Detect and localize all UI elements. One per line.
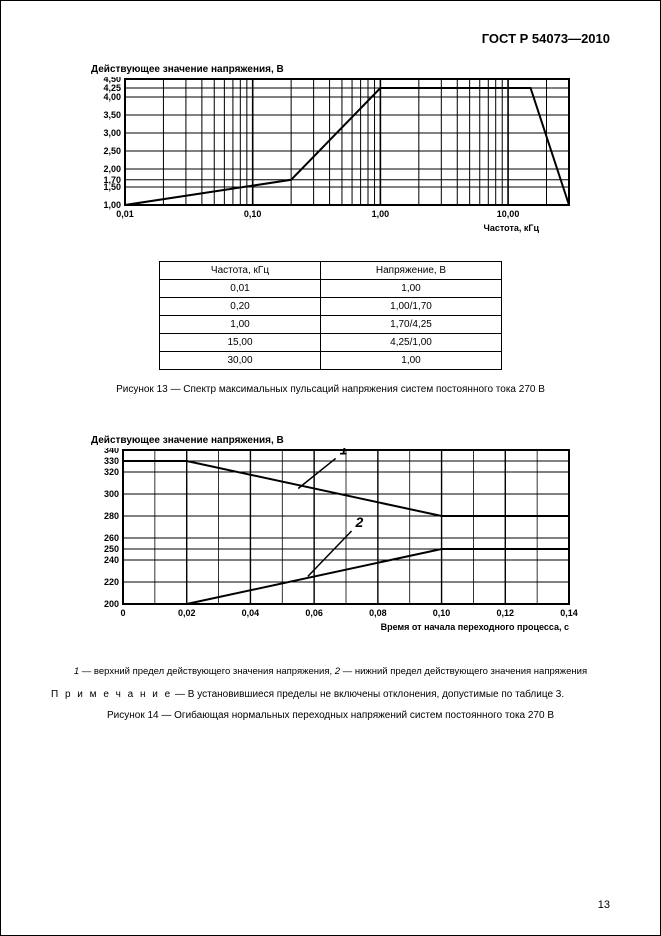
chart-14: 1 2 340330320 300 280 260250240 220 2000 0,02 0,0…	[91, 448, 601, 650]
chart-14-container: Действующее значение напряжения, В 1 2 340…	[91, 435, 620, 650]
svg-text:0,12: 0,12	[497, 608, 515, 618]
svg-text:220: 220	[104, 577, 119, 587]
figure-14-legend: 1 — верхний предел действующего значения…	[41, 666, 620, 677]
svg-text:4,00: 4,00	[103, 92, 121, 102]
svg-text:300: 300	[104, 489, 119, 499]
svg-text:330: 330	[104, 456, 119, 466]
svg-text:10,00: 10,00	[497, 209, 520, 219]
figure-14-caption: Рисунок 14 — Огибающая нормальных перехо…	[41, 710, 620, 721]
svg-text:1,00: 1,00	[372, 209, 390, 219]
svg-text:320: 320	[104, 467, 119, 477]
svg-text:0,06: 0,06	[305, 608, 323, 618]
svg-text:0: 0	[120, 608, 125, 618]
svg-text:280: 280	[104, 511, 119, 521]
svg-text:3,50: 3,50	[103, 110, 121, 120]
figure-13-table: Частота, кГцНапряжение, В0,011,000,201,0…	[159, 261, 502, 370]
svg-text:250: 250	[104, 544, 119, 554]
svg-text:Частота, кГц: Частота, кГц	[484, 223, 540, 233]
table-row: 30,001,00	[160, 352, 502, 370]
svg-text:2: 2	[355, 514, 364, 530]
table-row: 0,201,00/1,70	[160, 298, 502, 316]
svg-text:1,50: 1,50	[103, 182, 121, 192]
svg-text:1: 1	[340, 448, 348, 457]
svg-text:200: 200	[104, 599, 119, 609]
chart-13-ylabel: Действующее значение напряжения, В	[91, 64, 620, 75]
svg-text:0,01: 0,01	[116, 209, 134, 219]
svg-text:0,10: 0,10	[244, 209, 262, 219]
svg-text:Время от начала переходного пр: Время от начала переходного процесса, с	[381, 622, 569, 632]
figure-13-caption: Рисунок 13 — Спектр максимальных пульсац…	[41, 384, 620, 395]
chart-14-ylabel: Действующее значение напряжения, В	[91, 435, 620, 446]
table-row: 1,001,70/4,25	[160, 316, 502, 334]
svg-text:0,08: 0,08	[369, 608, 387, 618]
chart-13: 4,504,254,003,503,002,502,001,701,501,00…	[91, 77, 591, 247]
table-row: 15,004,25/1,00	[160, 334, 502, 352]
figure-14-note: П р и м е ч а н и е — В установившиеся п…	[41, 689, 620, 700]
svg-text:0,04: 0,04	[242, 608, 260, 618]
page: ГОСТ Р 54073—2010 Действующее значение н…	[0, 0, 661, 936]
table-header-volt: Напряжение, В	[321, 262, 502, 280]
svg-text:3,00: 3,00	[103, 128, 121, 138]
table-row: 0,011,00	[160, 280, 502, 298]
document-id: ГОСТ Р 54073—2010	[41, 31, 620, 46]
svg-text:0,10: 0,10	[433, 608, 451, 618]
svg-text:260: 260	[104, 533, 119, 543]
svg-text:2,00: 2,00	[103, 164, 121, 174]
svg-text:340: 340	[104, 448, 119, 455]
chart-13-container: Действующее значение напряжения, В 4,504…	[91, 64, 620, 247]
page-number: 13	[598, 899, 610, 911]
table-header-freq: Частота, кГц	[160, 262, 321, 280]
svg-text:0,14: 0,14	[560, 608, 578, 618]
svg-text:2,50: 2,50	[103, 146, 121, 156]
svg-text:240: 240	[104, 555, 119, 565]
svg-text:0,02: 0,02	[178, 608, 196, 618]
